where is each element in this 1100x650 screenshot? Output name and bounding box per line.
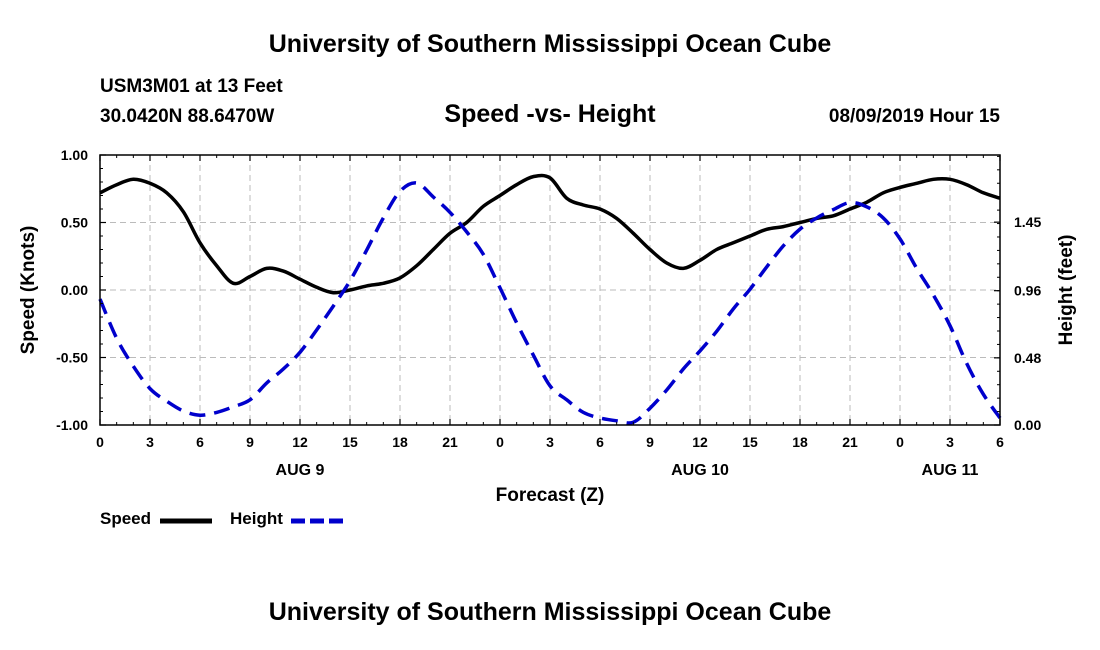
- y-tick-label: -0.50: [56, 350, 88, 366]
- y2-tick-label: 1.45: [1014, 214, 1041, 230]
- legend-height-label: Height: [230, 509, 283, 528]
- x-tick-label: 0: [896, 434, 904, 450]
- series-lines: [98, 173, 1002, 425]
- coordinates-label: 30.0420N 88.6470W: [100, 106, 275, 127]
- x-tick-label: 21: [442, 434, 458, 450]
- day-label: AUG 10: [671, 462, 729, 479]
- x-tick-label: 12: [292, 434, 308, 450]
- x-tick-label: 3: [146, 434, 154, 450]
- x-tick-label: 9: [246, 434, 254, 450]
- x-tick-label: 0: [496, 434, 504, 450]
- y-tick-label: 0.00: [61, 282, 88, 298]
- axes: 0 3 6 9 12 15 18 21 0 3 6 9 12 15 18 21 0 3 6 -1.00 -0.50 0.0…: [18, 147, 1077, 506]
- x-tick-label: 15: [742, 434, 758, 450]
- x-tick-label: 6: [596, 434, 604, 450]
- x-tick-label: 3: [546, 434, 554, 450]
- y2-tick-label: 0.96: [1014, 283, 1041, 299]
- y2-tick-label: 0.00: [1014, 417, 1041, 433]
- x-tick-label: 9: [646, 434, 654, 450]
- x-tick-label: 12: [692, 434, 708, 450]
- chart-title: University of Southern Mississippi Ocean…: [268, 30, 832, 58]
- y-tick-label: -1.00: [56, 417, 88, 433]
- datetime-label: 08/09/2019 Hour 15: [828, 106, 1000, 127]
- x-tick-label: 6: [996, 434, 1004, 450]
- y-tick-label: 1.00: [61, 147, 88, 163]
- y-axis-title: Speed (Knots): [18, 226, 39, 355]
- y2-axis-title: Height (feet): [1056, 235, 1077, 346]
- x-tick-label: 18: [392, 434, 408, 450]
- x-tick-label: 15: [342, 434, 358, 450]
- y2-tick-label: 0.48: [1014, 350, 1041, 366]
- day-label: AUG 11: [922, 462, 979, 479]
- height-series-line: [98, 181, 1002, 425]
- grid-lines: [100, 155, 1000, 425]
- x-tick-label: 6: [196, 434, 204, 450]
- footer-title: University of Southern Mississippi Ocean…: [268, 598, 832, 626]
- y-tick-label: 0.50: [61, 215, 88, 231]
- x-tick-label: 3: [946, 434, 954, 450]
- speed-series-line: [99, 173, 1001, 295]
- x-tick-label: 21: [842, 434, 858, 450]
- legend-speed-label: Speed: [100, 509, 152, 528]
- x-axis-title: Forecast (Z): [496, 485, 605, 506]
- x-tick-label: 0: [96, 434, 104, 450]
- chart-subtitle: Speed -vs- Height: [444, 100, 656, 128]
- x-tick-label: 18: [792, 434, 808, 450]
- station-label: USM3M01 at 13 Feet: [100, 76, 283, 97]
- day-label: AUG 9: [276, 462, 325, 479]
